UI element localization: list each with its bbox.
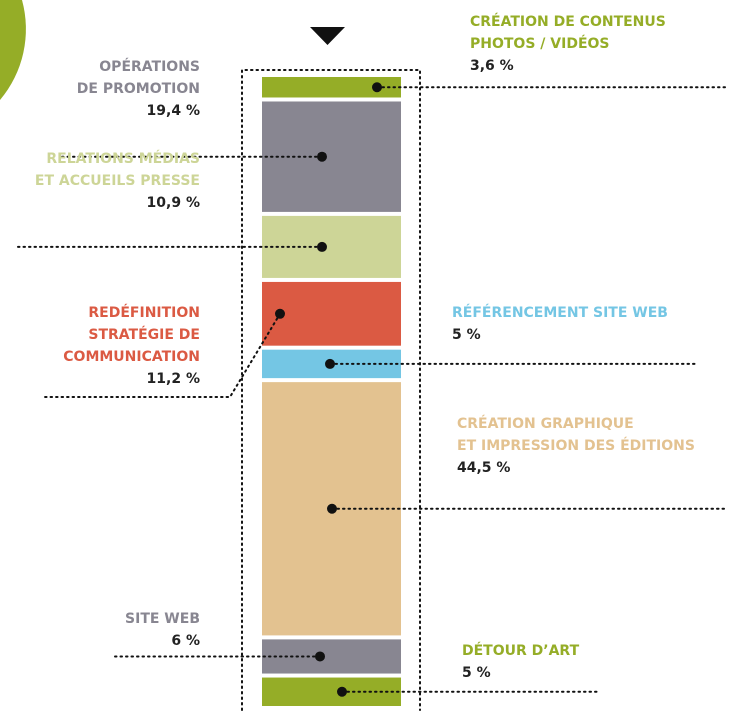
leader-dot [315, 651, 325, 662]
leader-dot [337, 686, 347, 697]
segment-label: RÉFÉRENCEMENT SITE WEB [452, 304, 668, 321]
segment [262, 215, 401, 278]
segment-label: STRATÉGIE DE [88, 326, 200, 343]
corner-shape [0, 0, 26, 100]
leader-dot [372, 82, 382, 93]
segment-label: CRÉATION DE CONTENUS [470, 13, 666, 30]
leader-dot [327, 503, 337, 514]
segment [262, 677, 401, 706]
value-label: 44,5 % [457, 460, 510, 476]
segment-label: ET IMPRESSION DES ÉDITIONS [457, 437, 695, 454]
leader-dot [325, 358, 335, 369]
segment-label: ET ACCUEILS PRESSE [35, 173, 200, 189]
segment-label: OPÉRATIONS [99, 58, 200, 75]
value-label: 19,4 % [147, 103, 200, 119]
leader-dot [275, 308, 285, 319]
segment-label: RELATIONS MÉDIAS [46, 150, 200, 167]
segment-label: DÉTOUR D’ART [462, 642, 580, 659]
segment-label: PHOTOS / VIDÉOS [470, 35, 610, 52]
value-label: 5 % [452, 327, 481, 343]
value-label: 10,9 % [147, 195, 200, 211]
segment [262, 77, 401, 98]
leader-dot [317, 241, 327, 252]
segment [262, 101, 401, 212]
segment-label: SITE WEB [125, 611, 200, 627]
segment-label: DE PROMOTION [77, 81, 200, 97]
segment-label: CRÉATION GRAPHIQUE [457, 415, 634, 432]
frame [241, 69, 421, 711]
segment [262, 281, 401, 346]
leader-dot [317, 151, 327, 162]
value-label: 5 % [462, 665, 491, 681]
segment-label: COMMUNICATION [63, 349, 200, 365]
leader-line [44, 312, 281, 398]
segment-label: REDÉFINITION [88, 304, 200, 321]
value-label: 6 % [171, 633, 200, 649]
segment [262, 639, 401, 674]
value-label: 11,2 % [147, 371, 200, 387]
value-label: 3,6 % [470, 58, 514, 74]
pointer [310, 27, 345, 45]
